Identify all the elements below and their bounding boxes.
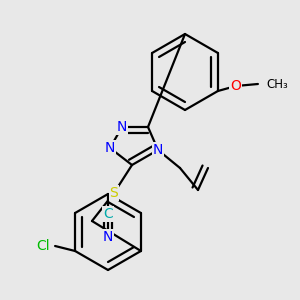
Text: CH₃: CH₃ [266,77,288,91]
Text: C: C [103,207,113,221]
Text: N: N [117,120,127,134]
Text: S: S [110,186,118,200]
Text: N: N [103,230,113,244]
Text: O: O [230,79,241,93]
Text: N: N [153,143,163,157]
Text: N: N [105,141,115,155]
Text: Cl: Cl [37,239,50,253]
